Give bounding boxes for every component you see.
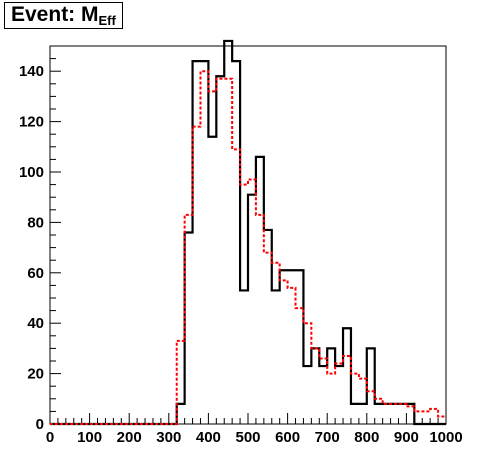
chart-title-text: Event: M bbox=[11, 3, 99, 26]
y-tick-label: 140 bbox=[19, 63, 44, 80]
x-tick-label: 900 bbox=[394, 429, 419, 446]
chart-title: Event: M Eff bbox=[4, 2, 123, 29]
x-tick-label: 200 bbox=[117, 429, 142, 446]
x-tick-label: 500 bbox=[235, 429, 260, 446]
y-tick-label: 0 bbox=[36, 416, 44, 433]
x-tick-label: 600 bbox=[275, 429, 300, 446]
x-tick-label: 400 bbox=[196, 429, 221, 446]
x-tick-label: 100 bbox=[77, 429, 102, 446]
x-tick-label: 1000 bbox=[429, 429, 462, 446]
y-tick-label: 80 bbox=[27, 214, 44, 231]
y-tick-label: 20 bbox=[27, 366, 44, 383]
y-tick-label: 120 bbox=[19, 114, 44, 131]
x-tick-label: 0 bbox=[46, 429, 54, 446]
y-tick-label: 60 bbox=[27, 265, 44, 282]
y-tick-label: 100 bbox=[19, 164, 44, 181]
x-tick-label: 300 bbox=[156, 429, 181, 446]
y-tick-label: 40 bbox=[27, 315, 44, 332]
histogram-series-solid bbox=[50, 39, 446, 426]
x-tick-label: 800 bbox=[354, 429, 379, 446]
histogram-series-dashed bbox=[50, 70, 446, 425]
chart-title-subscript: Eff bbox=[98, 13, 116, 28]
x-tick-label: 700 bbox=[315, 429, 340, 446]
